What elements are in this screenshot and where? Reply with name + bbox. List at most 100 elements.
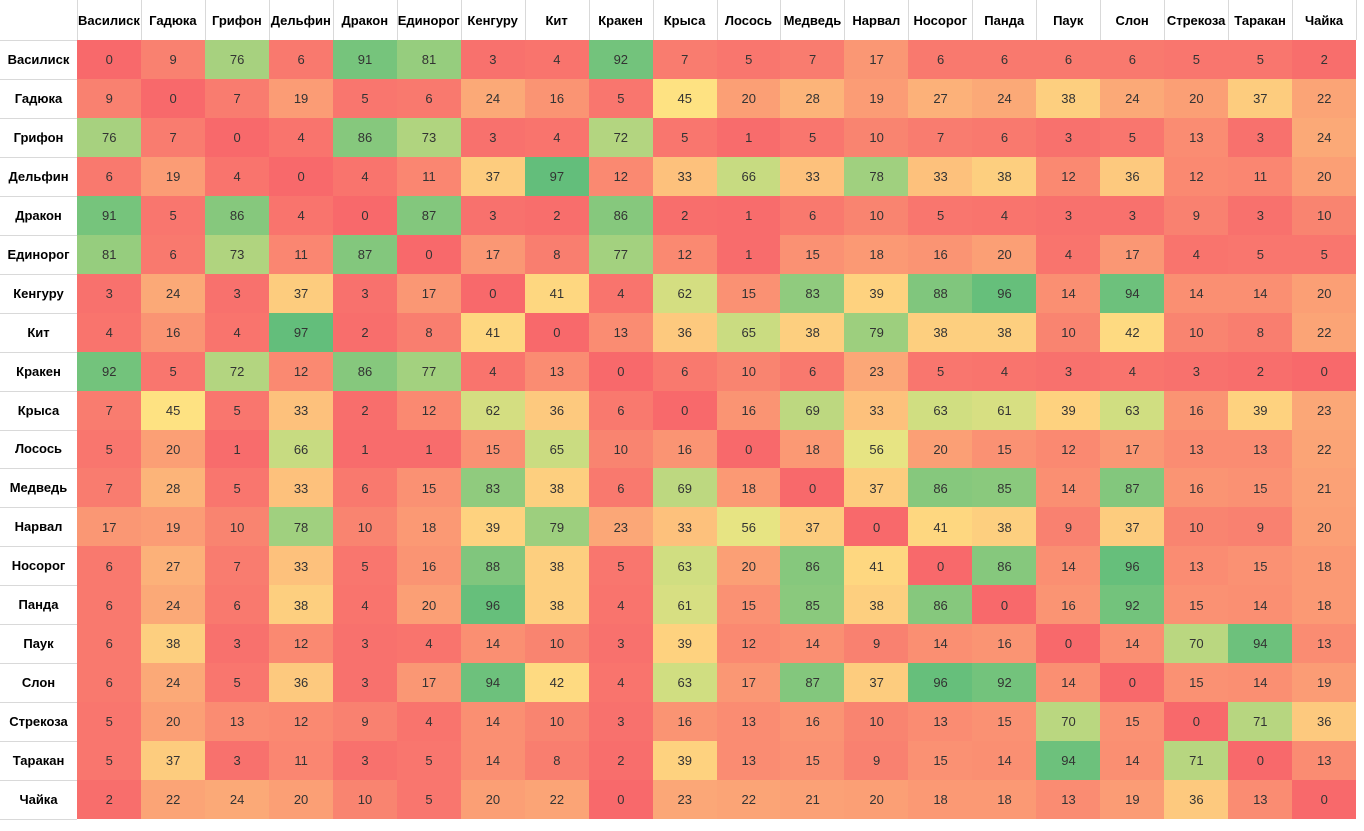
heatmap-cell: 16 bbox=[780, 702, 845, 742]
heatmap-cell: 2 bbox=[1228, 351, 1293, 392]
heatmap-cell: 20 bbox=[716, 546, 781, 586]
heatmap-cell: 1 bbox=[204, 429, 270, 469]
heatmap-cell: 79 bbox=[524, 507, 590, 547]
heatmap-cell: 10 bbox=[1164, 507, 1229, 547]
heatmap-cell: 62 bbox=[652, 273, 717, 314]
heatmap-cell: 7 bbox=[77, 390, 142, 430]
heatmap-cell: 86 bbox=[332, 117, 398, 158]
heatmap-cell: 12 bbox=[588, 156, 654, 197]
heatmap-cell: 15 bbox=[1164, 663, 1229, 703]
heatmap-cell: 37 bbox=[780, 507, 845, 547]
heatmap-cell: 3 bbox=[1164, 351, 1229, 392]
row-header: Таракан bbox=[12, 753, 65, 769]
heatmap-cell: 16 bbox=[1036, 585, 1101, 625]
grid-line bbox=[0, 40, 77, 41]
column-header: Панда bbox=[984, 12, 1025, 28]
grid-line bbox=[1228, 0, 1229, 40]
heatmap-cell: 91 bbox=[332, 40, 398, 80]
heatmap-cell: 20 bbox=[716, 78, 781, 119]
heatmap-cell: 16 bbox=[1164, 468, 1229, 508]
heatmap-cell: 7 bbox=[652, 40, 717, 80]
heatmap-cell: 96 bbox=[460, 585, 526, 625]
heatmap-cell: 20 bbox=[1164, 78, 1229, 119]
heatmap-cell: 13 bbox=[1036, 780, 1101, 820]
heatmap-cell: 16 bbox=[652, 702, 717, 742]
heatmap-cell: 38 bbox=[908, 312, 973, 353]
column-header: Медведь bbox=[783, 12, 842, 28]
heatmap-cell: 0 bbox=[1164, 702, 1229, 742]
heatmap-cell: 18 bbox=[1292, 546, 1357, 586]
heatmap-cell: 3 bbox=[1036, 117, 1101, 158]
grid-line bbox=[780, 0, 781, 40]
heatmap-cell: 13 bbox=[1164, 117, 1229, 158]
heatmap-cell: 97 bbox=[268, 312, 334, 353]
grid-line bbox=[205, 0, 206, 40]
heatmap-cell: 0 bbox=[140, 78, 206, 119]
heatmap-cell: 0 bbox=[396, 234, 462, 275]
heatmap-cell: 11 bbox=[396, 156, 462, 197]
heatmap-cell: 76 bbox=[77, 117, 142, 158]
column-header: Стрекоза bbox=[1166, 12, 1226, 28]
heatmap-cell: 19 bbox=[268, 78, 334, 119]
heatmap-cell: 3 bbox=[588, 702, 654, 742]
heatmap-cell: 21 bbox=[780, 780, 845, 820]
column-header: Единорог bbox=[397, 12, 460, 28]
heatmap-cell: 7 bbox=[140, 117, 206, 158]
heatmap-cell: 21 bbox=[1292, 468, 1357, 508]
heatmap-cell: 38 bbox=[780, 312, 845, 353]
heatmap-cell: 4 bbox=[268, 195, 334, 236]
heatmap-cell: 14 bbox=[1100, 624, 1165, 664]
heatmap-cell: 7 bbox=[908, 117, 973, 158]
row-header: Кит bbox=[27, 324, 50, 340]
row-header: Дракон bbox=[15, 207, 62, 223]
heatmap-cell: 8 bbox=[396, 312, 462, 353]
heatmap-cell: 8 bbox=[524, 741, 590, 781]
grid-line bbox=[0, 741, 77, 742]
heatmap-cell: 20 bbox=[844, 780, 909, 820]
heatmap-cell: 4 bbox=[1100, 351, 1165, 392]
heatmap-cell: 10 bbox=[204, 507, 270, 547]
heatmap-cell: 33 bbox=[780, 156, 845, 197]
heatmap-cell: 73 bbox=[396, 117, 462, 158]
heatmap-cell: 19 bbox=[140, 156, 206, 197]
heatmap-cell: 66 bbox=[716, 156, 781, 197]
heatmap-cell: 0 bbox=[1100, 663, 1165, 703]
heatmap-cell: 24 bbox=[972, 78, 1037, 119]
column-header: Нарвал bbox=[852, 12, 901, 28]
heatmap-cell: 15 bbox=[396, 468, 462, 508]
heatmap-cell: 28 bbox=[780, 78, 845, 119]
heatmap-cell: 10 bbox=[524, 624, 590, 664]
heatmap-cell: 5 bbox=[140, 195, 206, 236]
heatmap-cell: 4 bbox=[396, 624, 462, 664]
heatmap-cell: 9 bbox=[1228, 507, 1293, 547]
heatmap-cell: 41 bbox=[524, 273, 590, 314]
heatmap-cell: 6 bbox=[204, 585, 270, 625]
heatmap-cell: 42 bbox=[524, 663, 590, 703]
heatmap-cell: 12 bbox=[716, 624, 781, 664]
heatmap-cell: 18 bbox=[716, 468, 781, 508]
heatmap-cell: 77 bbox=[396, 351, 462, 392]
heatmap-cell: 78 bbox=[268, 507, 334, 547]
grid-line bbox=[972, 0, 973, 40]
heatmap-cell: 6 bbox=[972, 40, 1037, 80]
heatmap-cell: 24 bbox=[1292, 117, 1357, 158]
heatmap-cell: 10 bbox=[524, 702, 590, 742]
heatmap-cell: 16 bbox=[140, 312, 206, 353]
row-header: Крыса bbox=[17, 402, 60, 418]
grid-line bbox=[0, 507, 77, 508]
grid-line bbox=[0, 313, 77, 314]
column-header: Кит bbox=[545, 12, 568, 28]
heatmap-cell: 37 bbox=[844, 468, 909, 508]
heatmap-cell: 2 bbox=[77, 780, 142, 820]
heatmap-cell: 2 bbox=[652, 195, 717, 236]
heatmap-cell: 6 bbox=[780, 351, 845, 392]
heatmap-cell: 6 bbox=[908, 40, 973, 80]
heatmap-cell: 85 bbox=[972, 468, 1037, 508]
heatmap-cell: 86 bbox=[780, 546, 845, 586]
row-header: Кенгуру bbox=[13, 285, 64, 301]
heatmap-cell: 5 bbox=[1292, 234, 1357, 275]
heatmap-cell: 9 bbox=[844, 741, 909, 781]
grid-line bbox=[717, 0, 718, 40]
grid-line bbox=[653, 0, 654, 40]
heatmap-cell: 92 bbox=[588, 40, 654, 80]
